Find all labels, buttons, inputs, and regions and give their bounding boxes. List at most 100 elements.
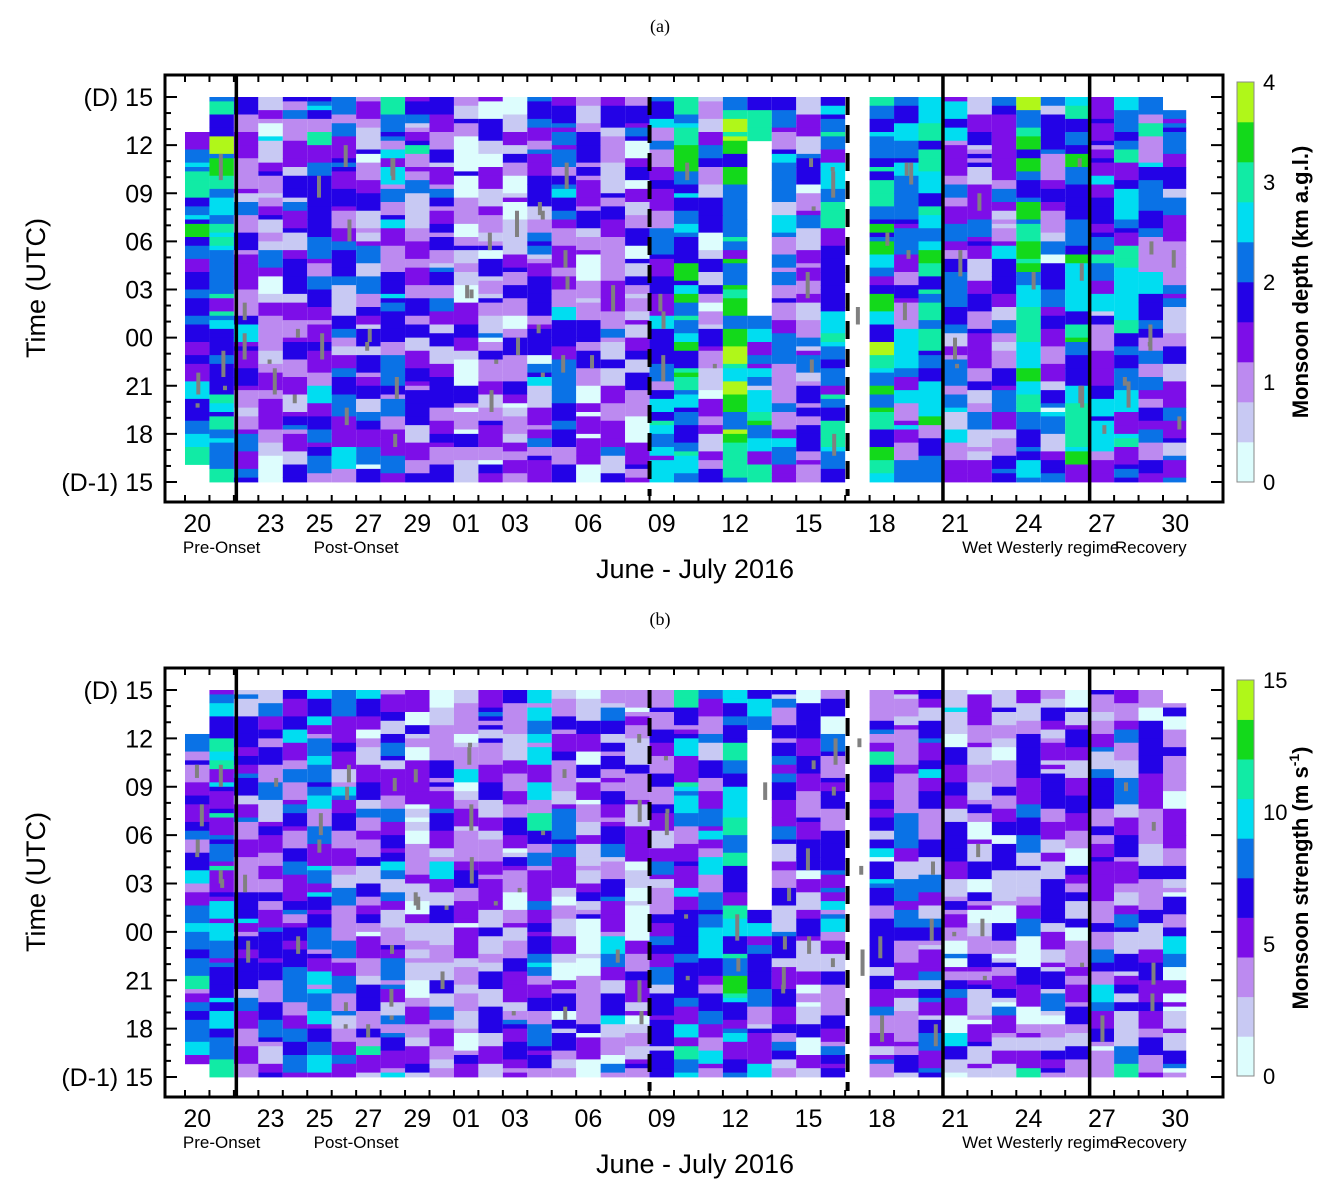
heatmap-cell (747, 971, 772, 990)
heatmap-cell (991, 468, 1017, 474)
heatmap-cell (576, 320, 601, 339)
heatmap-cell (527, 1033, 552, 1047)
heatmap-cell (1114, 1011, 1139, 1025)
heatmap-cell (1089, 1059, 1115, 1073)
heatmap-cell (405, 298, 430, 317)
heatmap-cell (1016, 777, 1041, 792)
heatmap-cell (1089, 184, 1115, 199)
heatmap-cell (453, 861, 479, 871)
heatmap-cell (331, 769, 357, 783)
heatmap-cell (1089, 381, 1115, 387)
heatmap-cell (576, 1059, 601, 1078)
heatmap-cell (478, 464, 503, 474)
heatmap-cell (258, 350, 283, 365)
heatmap-cell (796, 158, 821, 168)
heatmap-cell (258, 123, 283, 137)
heatmap-cell (1138, 390, 1163, 400)
data-marker (1177, 416, 1182, 430)
heatmap-cell (502, 298, 528, 317)
heatmap-cell (649, 118, 674, 129)
heatmap-cell (869, 105, 895, 120)
colorbar-frame (1236, 81, 1255, 483)
heatmap-cell (1114, 984, 1139, 994)
heatmap-cell (600, 1072, 626, 1078)
heatmap-cell (1114, 403, 1139, 413)
heatmap-cell (185, 1037, 210, 1043)
heatmap-cell (918, 997, 943, 1003)
colorbar-swatch (1237, 996, 1254, 1037)
data-marker (639, 1011, 644, 1025)
heatmap-cell (282, 804, 308, 810)
heatmap-cell (698, 451, 723, 461)
heatmap-cell (796, 769, 821, 774)
heatmap-cell (576, 1024, 601, 1034)
heatmap-cell (527, 118, 552, 129)
heatmap-cell (380, 984, 406, 990)
heatmap-cell (771, 368, 797, 387)
heatmap-cell (405, 1046, 430, 1065)
heatmap-cell (967, 725, 992, 744)
heatmap-cell (551, 145, 577, 150)
heatmap-cell (258, 293, 283, 304)
heatmap-cell (502, 1041, 528, 1060)
heatmap-cell (722, 232, 748, 238)
phase-label: Recovery (1115, 1133, 1187, 1152)
heatmap-cell (796, 1068, 821, 1073)
heatmap-cell (551, 716, 577, 730)
heatmap-cell (918, 949, 943, 968)
heatmap-cell (233, 407, 259, 417)
heatmap-cell (1163, 167, 1187, 185)
heatmap-cell (282, 782, 308, 801)
heatmap-cell (674, 390, 699, 395)
heatmap-cell (1114, 703, 1139, 713)
colorbar-title: Monsoon depth (km a.g.l.) (1288, 146, 1313, 419)
heatmap-cell (625, 416, 650, 426)
heatmap-cell (747, 377, 772, 387)
heatmap-cell (331, 447, 357, 461)
heatmap-cell (331, 799, 357, 814)
heatmap-cell (991, 1063, 1017, 1078)
heatmap-cell (1065, 725, 1090, 730)
heatmap-cell (820, 716, 846, 735)
heatmap-cell (1114, 127, 1139, 133)
heatmap-cell (674, 350, 699, 369)
heatmap-cell (380, 711, 406, 722)
heatmap-cell (405, 949, 430, 959)
heatmap-cell (1114, 931, 1139, 937)
heatmap-cell (722, 381, 748, 387)
heatmap-cell (1138, 923, 1163, 937)
x-tick-label: 21 (941, 1105, 969, 1133)
heatmap-cell (600, 123, 626, 129)
heatmap-cell (429, 923, 454, 937)
data-marker (929, 918, 934, 941)
heatmap-cell (796, 350, 821, 356)
heatmap-cell (600, 733, 626, 744)
heatmap-cell (1065, 232, 1090, 247)
heatmap-cell (282, 861, 308, 876)
colorbar-swatch (1237, 242, 1254, 283)
heatmap-cell (771, 1059, 797, 1065)
heatmap-cell (674, 333, 699, 343)
heatmap-cell (869, 733, 895, 744)
heatmap-cell (331, 703, 357, 717)
heatmap-cell (356, 931, 381, 937)
heatmap-cell (771, 782, 797, 801)
heatmap-cell (209, 786, 234, 792)
heatmap-cell (942, 958, 968, 968)
heatmap-cell (282, 760, 308, 770)
heatmap-cell (1163, 267, 1187, 286)
heatmap-cell (282, 140, 308, 159)
heatmap-cell (1114, 742, 1139, 761)
heatmap-cell (771, 905, 797, 924)
heatmap-cell (1040, 993, 1066, 1012)
heatmap-cell (1040, 149, 1066, 155)
heatmap-cell (307, 324, 332, 343)
heatmap-cell (820, 258, 846, 273)
heatmap-cell (185, 398, 210, 404)
heatmap-cell (747, 936, 772, 946)
heatmap-cell (453, 105, 479, 120)
heatmap-cell (258, 302, 283, 317)
heatmap-cell (698, 1024, 723, 1038)
heatmap-cell (991, 258, 1017, 273)
heatmap-cell (502, 145, 528, 150)
